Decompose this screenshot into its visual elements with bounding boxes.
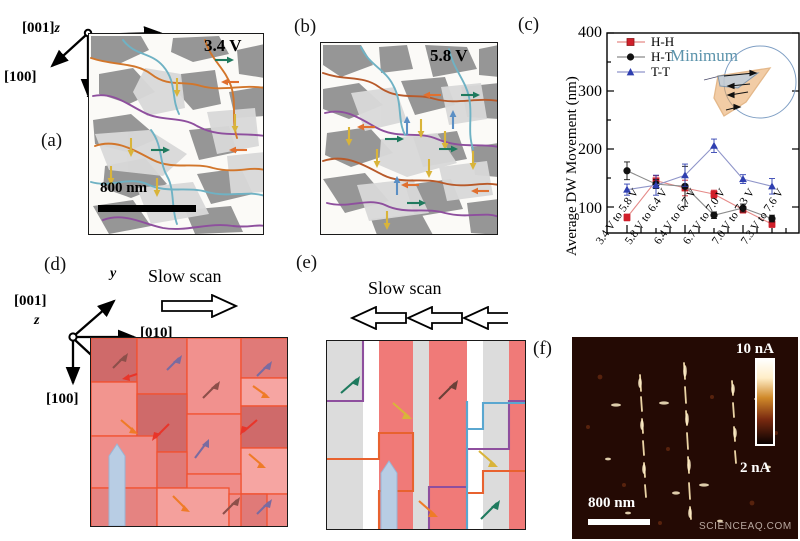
panel-b-pfm-map [321,43,497,234]
panel-f-colorbar-max-label: 10 nA [736,341,774,357]
panel-d-slow-scan-label: Slow scan [148,266,222,286]
panel-d-axis-100-label: [100] [46,391,79,407]
chart-point [768,214,776,223]
chart-series-layer [623,138,776,228]
panel-f-colorbar-min-label: 2 nA [740,460,771,476]
panel-b-letter: (b) [294,16,317,37]
panel-d-letter: (d) [44,254,67,275]
panel-a-scalebar-line [98,205,196,212]
panel-a-scalebar-label: 800 nm [100,180,148,196]
panel-b-voltage-label: 5.8 V [430,46,468,65]
panel-c-letter: (c) [518,14,540,35]
chart-point [739,175,747,183]
panel-e-domain-schematic [327,341,525,529]
chart-plot-area [606,32,800,234]
panel-b-image[interactable] [320,42,498,235]
chart-point [710,190,718,198]
panel-a-axis-100-label: [100] [4,69,37,85]
panel-a-001-text: [001] [22,20,55,36]
panel-a-letter: (a) [41,130,63,151]
panel-e-letter: (e) [296,252,318,273]
legend-swatch-h-t [617,52,645,61]
legend-label-t-t: T-T [651,63,671,79]
chart-y-tick-400: 400 [578,24,602,41]
panel-d-axis-z-label: z [34,313,40,328]
panel-a-pfm-map [89,34,263,234]
chart-y-axis-title: Average DW Movement (nm) [564,76,580,256]
chart-series-t-t [623,138,776,196]
panel-d-axis-001-label: [001] [14,293,47,309]
chart-y-tick-100: 100 [578,200,602,217]
chart-point [768,220,776,228]
chart-minimum-inset [703,45,797,119]
panel-f-scalebar-label: 800 nm [588,495,636,511]
panel-a-axis-001-label: [001]z [22,20,60,37]
chart-point [623,185,631,193]
chart-point [652,181,660,189]
panel-a-z-text: z [54,21,60,36]
panel-f-image[interactable] [572,337,798,539]
panel-d-image[interactable] [90,337,288,527]
legend-label-h-t: H-T [651,48,673,64]
chart-point [623,214,631,221]
legend-label-h-h: H-H [651,33,675,49]
chart-point [623,167,631,175]
panel-d-domain-schematic [91,338,287,526]
panel-f-letter: (f) [533,338,552,359]
chart-y-tick-300: 300 [578,83,602,100]
legend-swatch-t-t [617,67,645,75]
chart-point [768,182,776,190]
panel-f-watermark: SCIENCEAQ.COM [699,521,792,532]
chart-legend: H-H H-T T-T [616,34,674,79]
panel-d-scan-direction-arrow [161,294,238,318]
panel-e-slow-scan-label: Slow scan [368,278,442,298]
panel-d-axis-y-label: y [110,266,117,281]
panel-f-cafm-map [572,337,798,539]
legend-swatch-h-h [617,37,645,46]
chart-c[interactable]: Average DW Movement (nm) 400 300 200 100 [552,24,800,260]
chart-minimum-annotation: Minimum [670,46,739,65]
chart-point [710,141,718,149]
panel-f-scalebar-line [588,519,650,525]
panel-a-image[interactable] [88,33,264,235]
panel-e-scan-direction-arrows [349,306,508,330]
chart-y-tick-200: 200 [578,141,602,158]
chart-point [681,171,689,179]
chart-point [739,204,747,212]
chart-point [710,211,718,219]
panel-a-voltage-label: 3.4 V [204,36,242,55]
panel-e-image[interactable] [326,340,526,530]
